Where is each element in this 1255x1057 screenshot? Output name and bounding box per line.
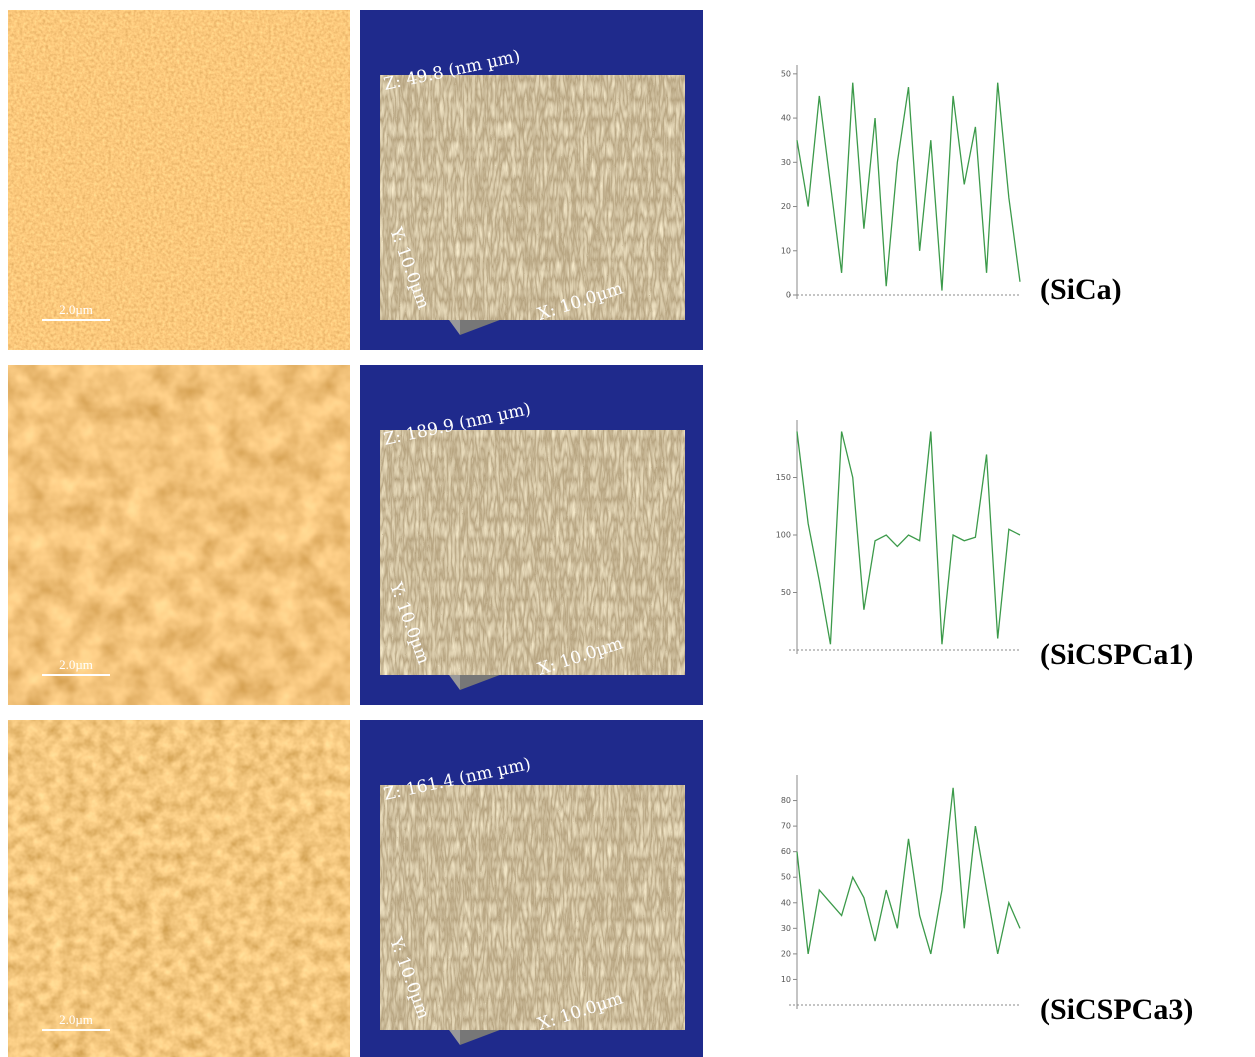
profile-line	[797, 788, 1020, 954]
scale-bar-label: 2.0µm	[59, 302, 93, 317]
y-tick-label: 70	[781, 822, 791, 831]
y-tick-label: 50	[781, 873, 791, 882]
afm-image	[8, 720, 350, 1057]
y-tick-label: 100	[776, 531, 791, 540]
scale-bar-label: 2.0µm	[59, 657, 93, 672]
y-tick-label: 40	[781, 898, 791, 907]
y-tick-label: 60	[781, 847, 791, 856]
figure: 2.0µmZ: 49.8 (nm µm)Y: 10.0µmX: 10.0µm01…	[0, 0, 1255, 1057]
sample-label: (SiCSPCa3)	[1040, 993, 1193, 1026]
afm-image	[8, 365, 350, 705]
y-tick-label: 40	[781, 114, 791, 123]
sample-label: (SiCSPCa1)	[1040, 638, 1193, 671]
y-tick-label: 10	[781, 975, 791, 984]
y-tick-label: 150	[776, 473, 791, 482]
y-tick-label: 20	[781, 202, 791, 211]
y-tick-label: 80	[781, 796, 791, 805]
y-tick-label: 10	[781, 246, 791, 255]
afm-image	[8, 10, 350, 350]
sample-label: (SiCa)	[1040, 273, 1122, 306]
profile-line	[797, 432, 1020, 645]
y-tick-label: 20	[781, 949, 791, 958]
profile-line	[797, 83, 1020, 291]
y-tick-label: 30	[781, 924, 791, 933]
y-tick-label: 50	[781, 588, 791, 597]
y-tick-label: 50	[781, 69, 791, 78]
y-tick-label: 0	[786, 291, 791, 300]
y-tick-label: 30	[781, 158, 791, 167]
scale-bar-label: 2.0µm	[59, 1012, 93, 1027]
